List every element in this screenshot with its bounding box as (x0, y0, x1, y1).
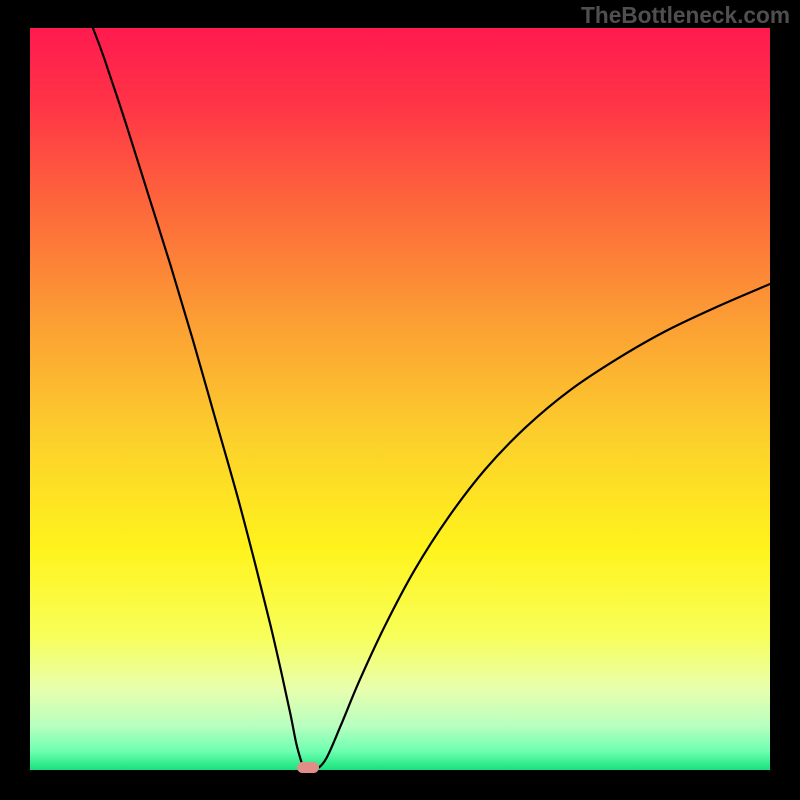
bottleneck-curve (30, 28, 770, 770)
chart-outer-border: TheBottleneck.com (0, 0, 800, 800)
minimum-marker (297, 762, 319, 773)
watermark-text: TheBottleneck.com (581, 2, 790, 29)
plot-area (30, 28, 770, 770)
curve-path (93, 28, 770, 770)
